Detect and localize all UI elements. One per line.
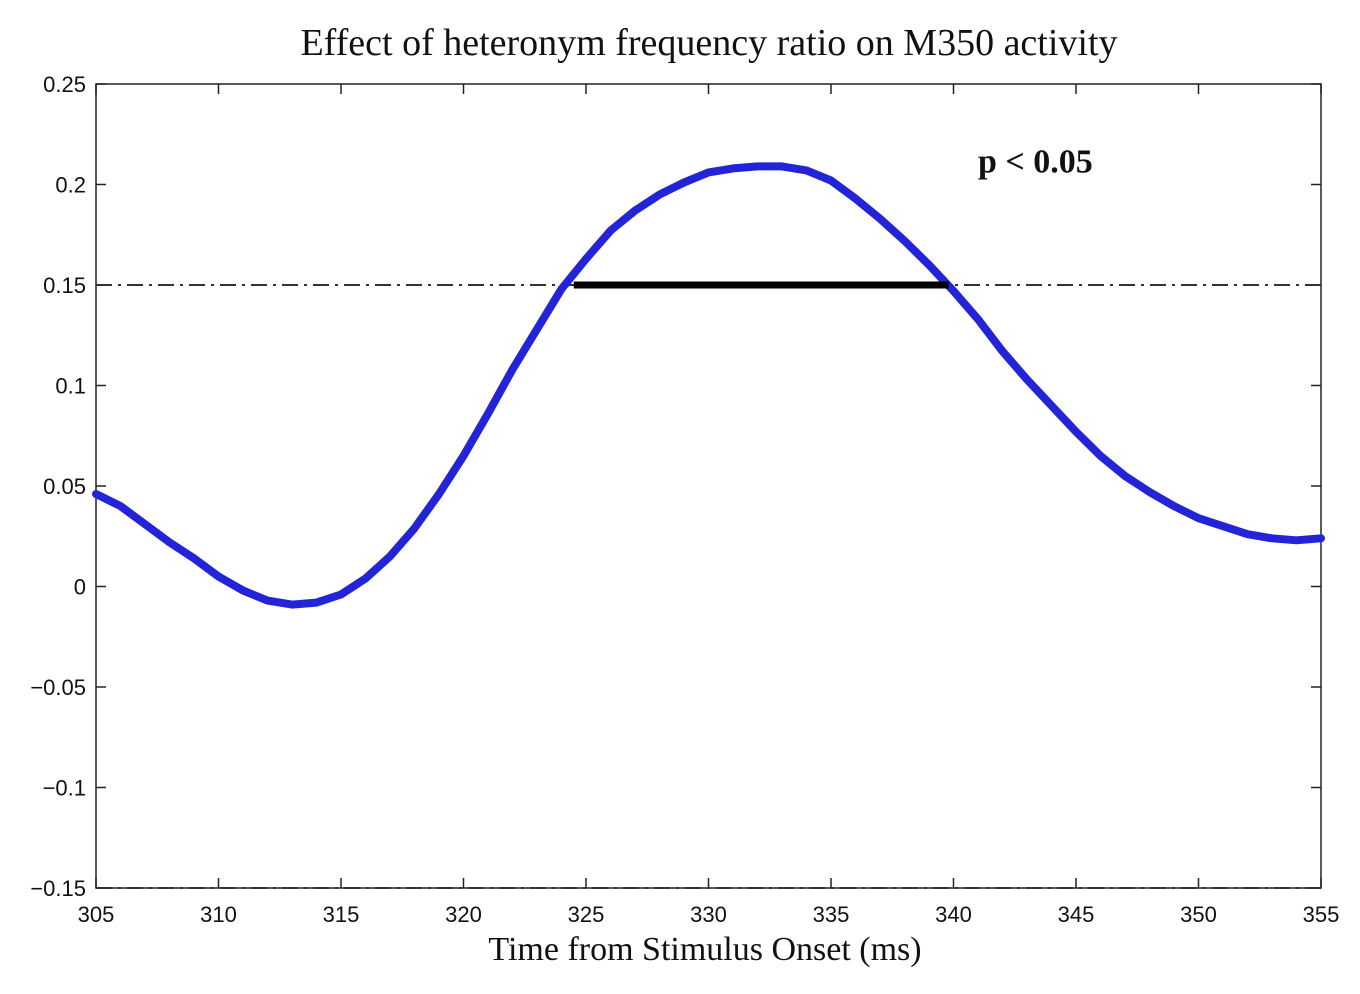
x-tick-labels: 305 310 315 320 325 330 335 340 345 350 355 (78, 902, 1340, 927)
y-tick-label: −0.1 (43, 776, 86, 801)
x-tick-label: 355 (1303, 902, 1340, 927)
x-tick-label: 305 (78, 902, 115, 927)
x-tick-label: 310 (200, 902, 237, 927)
y-tick-label: 0.25 (43, 72, 86, 97)
x-tick-label: 335 (813, 902, 850, 927)
series-line (92, 162, 1325, 609)
tick-marks (95, 83, 1322, 889)
x-tick-label: 315 (323, 902, 360, 927)
y-tick-label: 0 (74, 575, 86, 600)
chart-title: Effect of heteronym frequency ratio on M… (300, 22, 1117, 64)
x-axis-label: Time from Stimulus Onset (ms) (488, 931, 921, 968)
y-tick-label: 0.15 (43, 273, 86, 298)
series-lines (92, 162, 1325, 609)
x-tick-label: 320 (445, 902, 482, 927)
significance-annotation: p < 0.05 (978, 143, 1093, 180)
y-tick-labels: 0.25 0.2 0.15 0.1 0.05 0 −0.05 −0.1 −0.15 (30, 72, 86, 901)
x-tick-label: 345 (1058, 902, 1095, 927)
y-tick-label: −0.05 (30, 675, 86, 700)
y-tick-label: −0.15 (30, 876, 86, 901)
x-tick-label: 340 (935, 902, 972, 927)
x-tick-label: 350 (1180, 902, 1217, 927)
x-tick-label: 330 (690, 902, 727, 927)
x-tick-label: 325 (568, 902, 605, 927)
y-tick-label: 0.05 (43, 474, 86, 499)
y-tick-label: 0.1 (55, 374, 86, 399)
y-tick-label: 0.2 (55, 173, 86, 198)
plot-area-frame (95, 83, 1322, 889)
